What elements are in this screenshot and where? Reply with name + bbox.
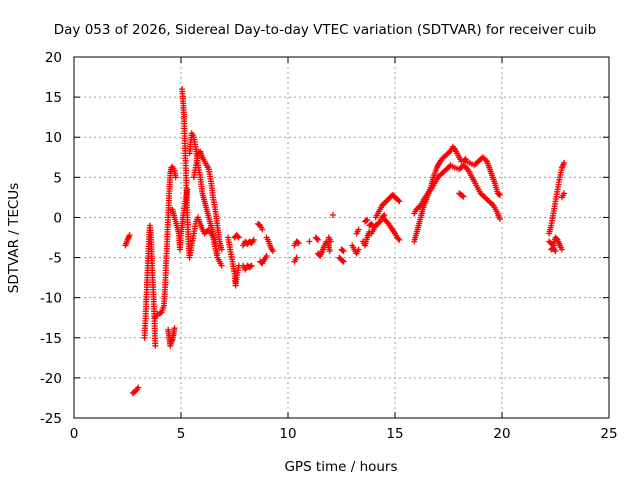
data-point	[395, 235, 402, 242]
data-point	[315, 236, 321, 243]
chart-title: Day 053 of 2026, Sidereal Day-to-day VTE…	[54, 22, 596, 38]
data-point	[329, 212, 336, 218]
y-tick-label: 5	[53, 170, 62, 186]
data-point	[355, 246, 362, 253]
data-point	[313, 235, 320, 242]
y-tick-label: 10	[45, 130, 62, 146]
y-tick-label: -25	[40, 411, 62, 427]
data-point	[380, 213, 387, 220]
data-point	[553, 235, 560, 242]
data-point	[561, 159, 568, 166]
data-point	[461, 157, 468, 164]
y-tick-label: -5	[49, 251, 62, 267]
data-point	[340, 258, 347, 265]
data-point	[234, 233, 241, 240]
plot-frame	[73, 56, 610, 419]
data-point	[363, 217, 370, 224]
data-point	[214, 250, 221, 257]
data-point	[375, 219, 382, 226]
data-point	[340, 248, 347, 255]
data-point	[364, 216, 371, 223]
data-point	[450, 145, 457, 152]
data-point	[396, 198, 403, 205]
data-point	[496, 216, 503, 222]
data-point	[235, 234, 242, 241]
data-point	[327, 238, 334, 245]
data-points	[122, 86, 568, 397]
x-axis-label: GPS time / hours	[284, 459, 397, 475]
data-point	[561, 190, 568, 197]
data-point	[135, 384, 142, 391]
data-point	[259, 226, 266, 233]
data-point	[248, 262, 255, 269]
data-point	[395, 197, 402, 204]
data-point	[295, 240, 302, 247]
grid-lines	[74, 57, 609, 418]
x-tick-label: 15	[386, 426, 403, 442]
y-tick-label: -15	[40, 331, 62, 347]
y-tick-label: 15	[45, 90, 62, 106]
y-tick-label: -20	[40, 371, 62, 387]
data-point	[339, 247, 346, 254]
data-point	[495, 191, 502, 198]
y-tick-label: 20	[45, 50, 62, 66]
data-point	[126, 232, 133, 239]
data-point	[496, 192, 503, 198]
data-point	[396, 236, 403, 243]
x-tick-label: 25	[600, 426, 617, 442]
y-axis-label: SDTVAR / TECUs	[6, 183, 22, 293]
x-tick-label: 20	[493, 426, 510, 442]
data-point	[459, 192, 466, 199]
data-point	[218, 246, 225, 253]
x-tick-label: 0	[70, 426, 79, 442]
data-point	[250, 236, 257, 243]
data-point	[152, 342, 159, 349]
data-point	[552, 248, 559, 255]
data-point	[306, 238, 313, 245]
data-point	[172, 174, 179, 181]
data-point	[370, 224, 377, 231]
data-point	[558, 246, 565, 253]
data-point	[218, 262, 225, 269]
data-point	[355, 226, 362, 233]
data-point	[460, 193, 467, 200]
data-point	[263, 253, 270, 259]
data-point	[339, 257, 346, 264]
y-tick-label: 0	[53, 210, 62, 226]
data-point	[247, 263, 254, 270]
y-tick-label: -10	[40, 291, 62, 307]
x-tick-labels: 0 5 10 15 20 25	[70, 426, 618, 442]
y-tick-labels: -25 -20 -15 -10 -5 0 5 10 15 20	[40, 50, 62, 427]
data-point	[293, 254, 300, 261]
data-point	[270, 248, 276, 255]
data-point	[294, 239, 301, 246]
axis-ticks	[73, 56, 610, 419]
x-tick-label: 10	[279, 426, 296, 442]
data-point	[171, 325, 178, 332]
x-tick-label: 5	[177, 426, 186, 442]
data-point	[326, 248, 333, 255]
